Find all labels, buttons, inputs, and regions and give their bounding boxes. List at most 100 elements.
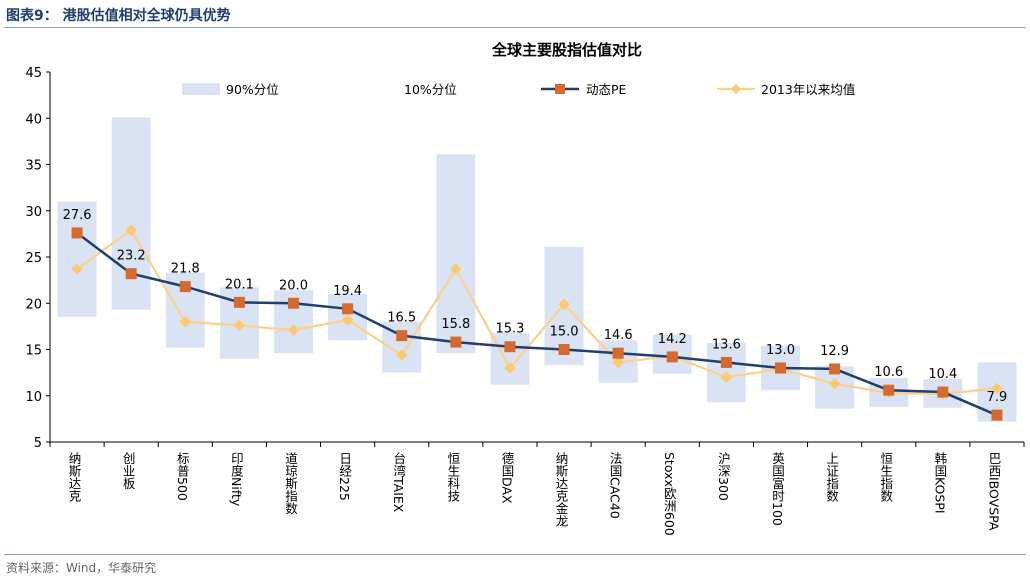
pe-point-10	[612, 347, 624, 359]
band-10-11	[652, 373, 692, 442]
pe-data-label: 20.0	[279, 278, 308, 293]
category-label: 韩国KOSPI	[932, 451, 947, 514]
mean-line	[76, 228, 998, 396]
pe-data-label: 16.5	[387, 311, 416, 326]
legend-label-pe: 动态PE	[586, 82, 627, 97]
legend-label-mean: 2013年以来均值	[761, 82, 855, 97]
band-10-12	[706, 402, 746, 442]
chart-title: 全球主要股指估值对比	[491, 41, 642, 59]
category-label: 标普500	[175, 452, 190, 501]
legend-swatch-90	[182, 83, 220, 95]
band-10-7	[436, 353, 476, 442]
legend-marker-pe	[555, 84, 565, 94]
y-tick-label: 30	[25, 205, 42, 220]
legend-label-10: 10%分位	[404, 82, 457, 97]
pe-point-14	[829, 363, 841, 375]
pe-point-16	[937, 386, 949, 398]
pe-data-label: 15.0	[550, 325, 579, 340]
pe-point-15	[883, 384, 895, 396]
category-label: 上证指数	[824, 452, 839, 503]
band-10-2	[165, 347, 205, 442]
mean-point-3	[233, 319, 246, 332]
pe-point-7	[450, 336, 462, 348]
pe-point-1	[125, 268, 137, 280]
pe-data-label: 12.9	[820, 344, 849, 359]
pe-data-label: 14.6	[604, 328, 633, 343]
pe-point-0	[71, 227, 83, 239]
category-label: 法国CAC40	[608, 452, 623, 519]
bottom-divider	[4, 554, 1026, 555]
mean-point-9	[558, 298, 570, 310]
band-10-15	[869, 406, 909, 442]
category-label: 英国富时100	[770, 452, 785, 526]
category-label: 创业板	[121, 452, 136, 490]
category-label: 恒生指数	[878, 452, 893, 503]
category-label: 道琼斯指数	[283, 452, 298, 515]
band-10-14	[815, 408, 855, 442]
band-10-10	[598, 382, 638, 442]
pe-data-label: 21.8	[171, 262, 200, 277]
pe-data-label: 13.0	[766, 343, 795, 358]
y-tick-label: 35	[25, 159, 42, 174]
category-label: 恒生科技	[445, 452, 460, 502]
mean-point-4	[287, 324, 300, 336]
mean-point-5	[341, 314, 354, 326]
category-label: 日经225	[337, 452, 352, 501]
category-label: 纳斯达克	[67, 452, 82, 503]
pe-line	[76, 231, 998, 417]
pe-point-12	[720, 356, 732, 368]
legend-label-90: 90%分位	[226, 82, 279, 97]
pe-point-8	[504, 341, 516, 353]
mean-point-14	[828, 378, 841, 390]
pe-point-11	[666, 351, 678, 363]
category-label: 印度Nifty	[229, 452, 244, 507]
band-10-17	[977, 421, 1017, 442]
pe-point-13	[775, 362, 786, 374]
pe-point-3	[233, 296, 245, 308]
band-10-3	[219, 358, 259, 442]
band-10-13	[761, 390, 800, 442]
pe-data-label: 15.3	[495, 322, 524, 337]
pe-point-5	[342, 303, 354, 315]
y-tick-label: 45	[25, 66, 42, 81]
mean-point-1	[125, 224, 137, 236]
mean-point-6	[396, 349, 408, 361]
pe-data-label: 7.9	[987, 390, 1008, 405]
mean-point-8	[504, 362, 516, 374]
pe-data-label: 19.4	[333, 284, 362, 299]
pe-point-6	[396, 330, 408, 342]
mean-point-7	[450, 263, 462, 275]
mean-point-2	[179, 316, 191, 328]
y-tick-label: 20	[25, 297, 42, 312]
pe-data-label: 20.1	[225, 277, 254, 292]
band-10-0	[57, 317, 97, 442]
band-10-4	[274, 353, 313, 442]
pe-data-label: 27.6	[63, 208, 92, 223]
pe-data-label: 15.8	[441, 317, 470, 332]
category-label: 台湾TAIEX	[391, 451, 406, 513]
mean-point-10	[612, 356, 624, 369]
pe-data-label: 23.2	[117, 249, 146, 264]
mean-point-12	[720, 371, 733, 383]
top-divider	[4, 27, 1026, 28]
mean-point-0	[71, 263, 83, 275]
band-10-1	[111, 309, 151, 442]
legend: 90%分位 10%分位 动态PE 2013年以来均值	[182, 82, 855, 97]
pe-data-label: 14.2	[658, 332, 687, 347]
y-tick-label: 5	[34, 436, 42, 451]
category-label: Stoxx欧洲600	[662, 452, 677, 536]
y-tick-label: 25	[25, 251, 42, 266]
legend-swatch-10	[358, 83, 396, 95]
category-label: 巴西IBOVSPA	[986, 452, 1001, 531]
pe-data-label: 10.4	[928, 367, 957, 382]
category-label: 沪深300	[716, 452, 731, 501]
band-10-5	[328, 340, 368, 442]
band-10-8	[490, 384, 530, 442]
pe-data-label: 13.6	[712, 337, 741, 352]
legend-marker-mean	[731, 84, 741, 94]
pe-point-4	[288, 297, 299, 309]
figure-title: 图表9： 港股估值相对全球仍具优势	[6, 8, 231, 24]
pe-point-9	[558, 344, 570, 355]
y-tick-label: 40	[25, 112, 42, 127]
